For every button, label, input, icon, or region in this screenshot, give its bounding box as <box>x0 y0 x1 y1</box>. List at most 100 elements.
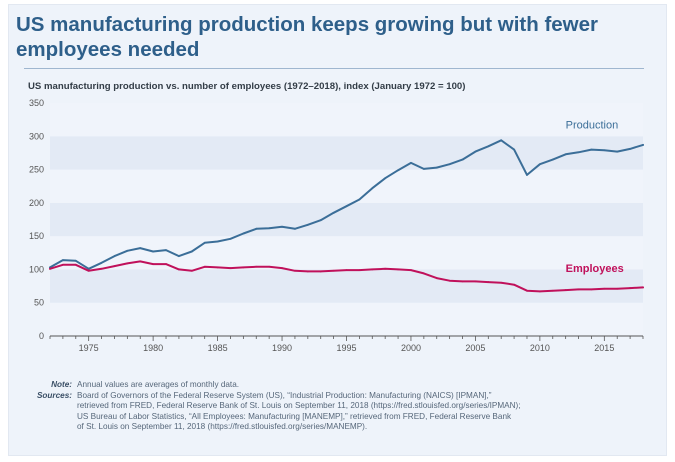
data-point-production <box>526 173 528 176</box>
data-point-production <box>371 187 374 190</box>
y-tick-label: 200 <box>29 198 44 208</box>
data-point-production <box>384 177 387 180</box>
data-point-employees <box>306 270 309 273</box>
data-point-production <box>319 219 322 222</box>
sources-label: Sources: <box>36 390 72 400</box>
grid-band <box>50 202 643 237</box>
data-point-production <box>474 150 477 153</box>
data-point-employees <box>551 289 554 292</box>
data-point-employees <box>294 269 296 272</box>
data-point-production <box>500 139 503 142</box>
data-point-production <box>332 211 335 214</box>
data-point-production <box>178 255 180 258</box>
data-point-production <box>435 166 438 169</box>
y-tick-label: 0 <box>39 331 44 341</box>
data-point-production <box>152 250 155 253</box>
grid-band <box>50 302 643 336</box>
grid-band <box>50 169 643 203</box>
y-tick-label: 150 <box>29 231 44 241</box>
series-label-production: Production <box>566 119 619 131</box>
x-tick-label: 2010 <box>530 343 550 353</box>
data-point-employees <box>474 280 477 283</box>
data-point-production <box>629 148 632 150</box>
data-point-production <box>61 259 64 262</box>
note-line: Annual values are averages of monthly da… <box>77 380 240 389</box>
data-point-employees <box>371 268 374 271</box>
data-point-employees <box>384 267 387 270</box>
data-point-production <box>165 249 167 252</box>
data-point-production <box>461 158 464 161</box>
data-point-production <box>642 144 644 146</box>
data-point-employees <box>74 263 77 266</box>
grid-band <box>50 269 643 303</box>
data-point-employees <box>629 287 632 289</box>
data-point-production <box>538 163 541 166</box>
x-tick-label: 2015 <box>594 343 614 353</box>
source-line: Board of Governors of the Federal Reserv… <box>77 390 492 400</box>
y-tick-label: 350 <box>29 98 44 108</box>
data-point-employees <box>500 281 503 284</box>
data-point-employees <box>49 267 51 270</box>
data-point-employees <box>165 263 167 266</box>
data-point-employees <box>113 265 116 267</box>
data-point-employees <box>229 267 232 269</box>
data-point-employees <box>126 262 129 265</box>
data-point-employees <box>564 289 567 291</box>
note-text: Annual values are averages of monthly da… <box>77 380 660 391</box>
y-tick-label: 50 <box>34 298 44 308</box>
data-point-employees <box>590 288 593 291</box>
grid-band <box>50 236 643 270</box>
data-point-employees <box>603 287 606 290</box>
title-divider <box>24 68 644 69</box>
data-point-production <box>448 163 451 166</box>
data-point-production <box>306 223 309 226</box>
title-line-2: employees needed <box>16 38 200 61</box>
data-point-employees <box>61 263 64 266</box>
data-point-production <box>564 153 567 156</box>
data-point-employees <box>513 283 515 286</box>
data-point-production <box>139 247 142 250</box>
note-row: Note: Annual values are averages of mont… <box>20 380 660 391</box>
data-point-production <box>268 227 271 230</box>
data-point-production <box>345 205 348 208</box>
data-point-production <box>422 168 425 170</box>
data-point-production <box>590 148 593 151</box>
data-point-production <box>551 158 554 161</box>
source-line: retrieved from FRED, Federal Reserve Ban… <box>77 401 521 411</box>
y-tick-label: 300 <box>29 131 44 141</box>
x-tick-label: 2005 <box>465 343 485 353</box>
data-point-employees <box>448 279 451 282</box>
data-point-production <box>126 249 129 252</box>
data-point-employees <box>152 263 155 266</box>
figure-title: US manufacturing production keeps growin… <box>16 12 656 62</box>
data-point-production <box>216 240 219 243</box>
x-tick-label: 1990 <box>272 343 292 353</box>
data-point-production <box>577 151 580 154</box>
data-point-employees <box>100 267 103 270</box>
figure-notes: Note: Annual values are averages of mont… <box>20 380 660 433</box>
data-point-production <box>113 255 116 258</box>
data-point-employees <box>410 269 412 271</box>
data-point-employees <box>577 288 580 291</box>
data-point-employees <box>255 265 258 268</box>
grid-band <box>50 103 643 137</box>
data-point-production <box>87 267 90 270</box>
data-point-employees <box>461 280 464 283</box>
source-line: US Bureau of Labor Statistics, “All Empl… <box>77 411 512 421</box>
data-point-employees <box>397 268 399 271</box>
data-point-employees <box>190 269 193 272</box>
data-point-employees <box>319 270 322 273</box>
x-tick-label: 1985 <box>208 343 228 353</box>
data-point-production <box>358 198 361 201</box>
data-point-employees <box>345 269 348 271</box>
data-point-production <box>616 150 619 153</box>
data-point-employees <box>178 268 180 271</box>
data-point-production <box>255 227 258 230</box>
data-point-employees <box>268 265 271 268</box>
sources-text: Board of Governors of the Federal Reserv… <box>77 391 660 433</box>
data-point-production <box>74 259 77 262</box>
title-line-1: US manufacturing production keeps growin… <box>16 13 598 36</box>
data-point-production <box>487 145 490 148</box>
data-point-employees <box>139 260 142 263</box>
